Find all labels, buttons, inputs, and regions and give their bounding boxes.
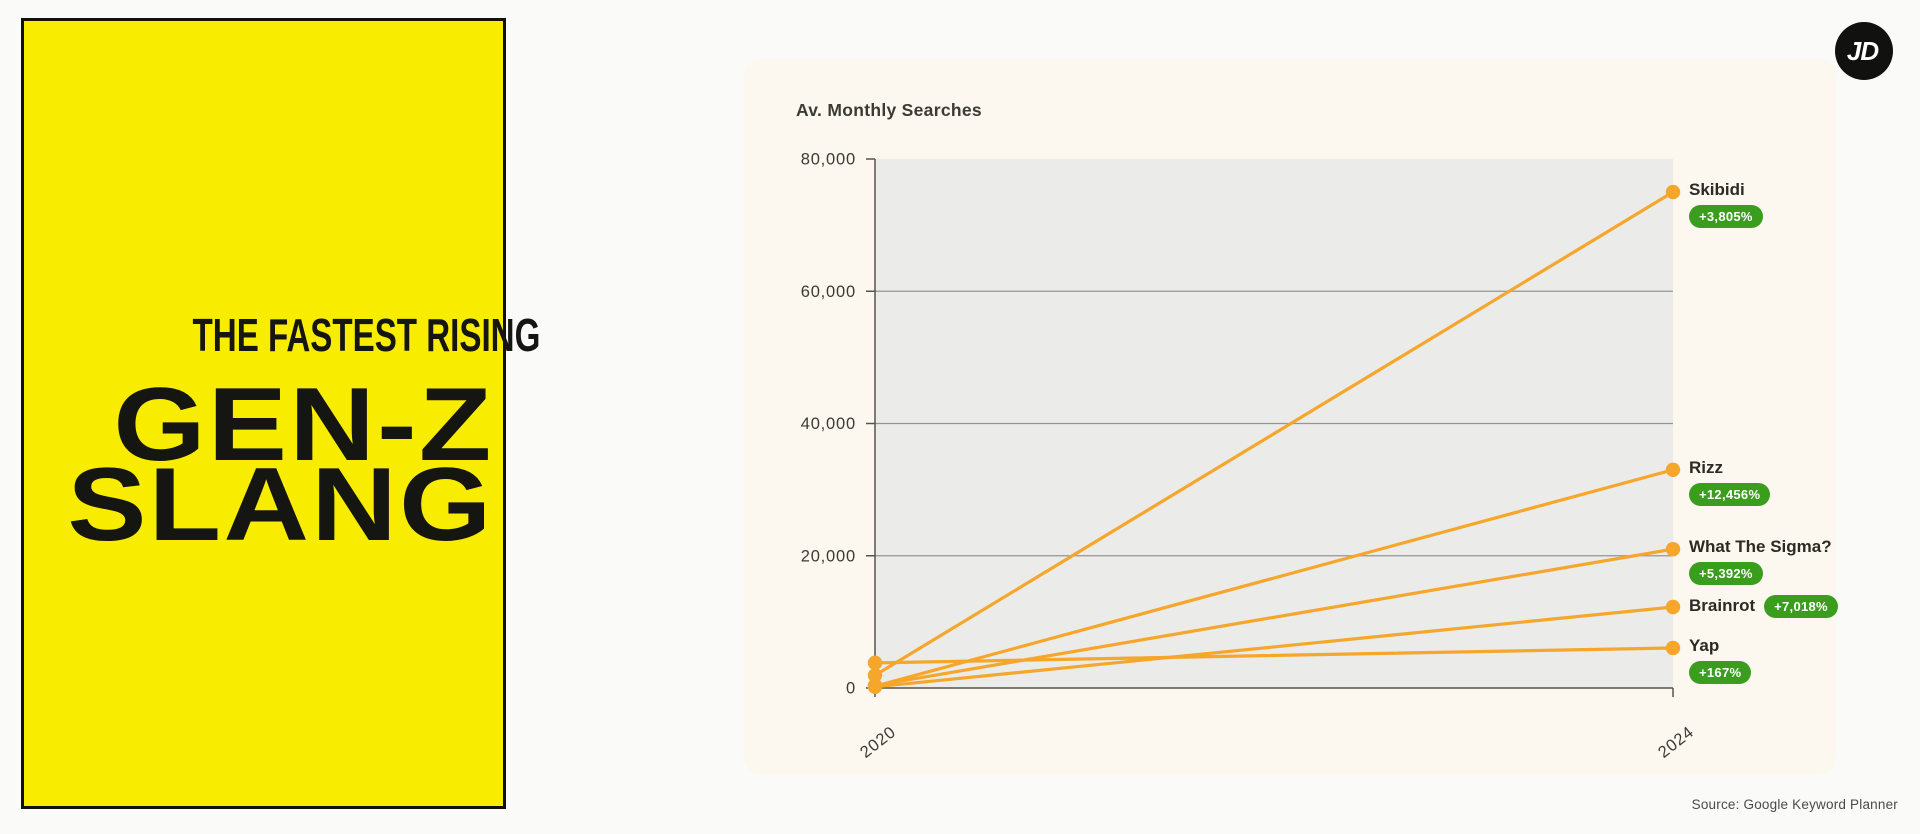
series-label-skibidi: Skibidi +3,805% xyxy=(1689,180,1763,229)
series-change-badge: +3,805% xyxy=(1689,205,1763,229)
series-labels: Skibidi +3,805% Rizz +12,456% What The Sigma… xyxy=(1689,58,1849,775)
poster-title-line1: GEN-Z xyxy=(113,367,494,483)
series-change-badge: +5,392% xyxy=(1689,562,1763,586)
chart-title: Av. Monthly Searches xyxy=(796,100,982,120)
data-point-skibidi-end xyxy=(1665,184,1681,200)
poster-panel: THE FASTEST RISING GEN-Z SLANG xyxy=(21,18,541,809)
series-line-brainrot xyxy=(873,605,1675,689)
data-point-rizz-end xyxy=(1665,462,1681,477)
data-point-yap-end xyxy=(1665,640,1681,656)
series-label-what-the-sigma: What The Sigma? +5,392% xyxy=(1689,537,1832,586)
x-tick-label: 2020 xyxy=(857,723,900,762)
series-label-yap: Yap +167% xyxy=(1689,635,1752,684)
poster-kicker: THE FASTEST RISING xyxy=(192,309,541,361)
series-label-brainrot: Brainrot +7,018% xyxy=(1689,594,1838,618)
series-line-what-the-sigma xyxy=(873,547,1675,688)
series-name: Yap xyxy=(1689,635,1720,655)
series-name: Rizz xyxy=(1689,457,1723,477)
series-name: What The Sigma? xyxy=(1689,537,1832,557)
data-point-what-the-sigma-end xyxy=(1665,541,1681,557)
series-name: Brainrot xyxy=(1689,596,1756,616)
jd-logo: JD xyxy=(1835,22,1893,80)
y-tick-label: 20,000 xyxy=(801,547,856,565)
y-tick-label: 60,000 xyxy=(801,283,856,301)
data-point-skibidi-start xyxy=(867,668,883,683)
series-line-rizz xyxy=(873,468,1675,688)
series-name: Skibidi xyxy=(1689,180,1745,200)
data-point-brainrot-start xyxy=(867,679,883,695)
data-point-brainrot-end xyxy=(1665,599,1681,615)
data-point-yap-start xyxy=(867,655,883,671)
chart-card: Av. Monthly Searches 0 20,000 40,000 60,000… xyxy=(744,58,1838,775)
jd-logo-text: JD xyxy=(1846,35,1879,66)
source-attribution: Source: Google Keyword Planner xyxy=(1691,797,1898,812)
poster-title-line2: SLANG xyxy=(67,447,494,563)
series-line-yap xyxy=(873,646,1675,665)
y-tick-label: 80,000 xyxy=(801,151,856,169)
y-tick-label: 40,000 xyxy=(801,415,856,433)
series-line-skibidi xyxy=(873,190,1675,677)
y-tick-label: 0 xyxy=(846,680,856,698)
series-label-rizz: Rizz +12,456% xyxy=(1689,457,1771,506)
series-change-badge: +167% xyxy=(1689,660,1752,684)
series-change-badge: +7,018% xyxy=(1764,594,1838,618)
series-change-badge: +12,456% xyxy=(1689,482,1771,506)
